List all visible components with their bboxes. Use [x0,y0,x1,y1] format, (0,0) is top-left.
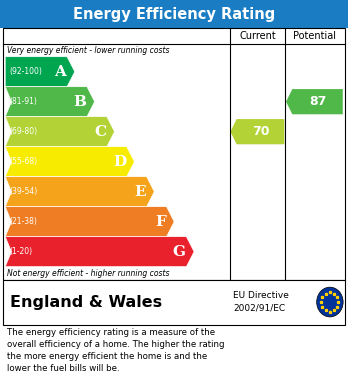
Bar [3,280,345,325]
Text: (81-91): (81-91) [9,97,37,106]
Text: England & Wales: England & Wales [10,294,163,310]
Text: (1-20): (1-20) [9,247,32,256]
Polygon shape [5,117,114,147]
Text: A: A [55,65,66,79]
Text: C: C [94,125,106,139]
Text: B: B [73,95,86,109]
Polygon shape [5,147,134,177]
Polygon shape [286,89,343,114]
Bar [3,28,345,280]
Polygon shape [230,119,284,144]
Polygon shape [5,87,95,117]
Text: Current: Current [239,31,276,41]
Text: EU Directive
2002/91/EC: EU Directive 2002/91/EC [233,291,289,313]
Polygon shape [5,237,194,267]
Text: Not energy efficient - higher running costs: Not energy efficient - higher running co… [7,269,169,278]
Text: Energy Efficiency Rating: Energy Efficiency Rating [73,7,275,22]
Text: D: D [113,155,126,169]
Text: 87: 87 [309,95,326,108]
Polygon shape [5,177,154,207]
Polygon shape [5,57,75,87]
Text: G: G [173,245,186,259]
Text: E: E [134,185,146,199]
Polygon shape [5,207,174,237]
Circle shape [317,287,343,317]
Text: Very energy efficient - lower running costs: Very energy efficient - lower running co… [7,46,169,55]
Text: (21-38): (21-38) [9,217,37,226]
Text: (92-100): (92-100) [9,67,42,76]
Text: F: F [155,215,166,229]
Text: (39-54): (39-54) [9,187,38,196]
Text: (55-68): (55-68) [9,157,38,166]
Text: 70: 70 [252,125,269,138]
Text: Potential: Potential [293,31,337,41]
Text: (69-80): (69-80) [9,127,38,136]
Bar [0,0,348,28]
Text: The energy efficiency rating is a measure of the
overall efficiency of a home. T: The energy efficiency rating is a measur… [7,328,224,373]
